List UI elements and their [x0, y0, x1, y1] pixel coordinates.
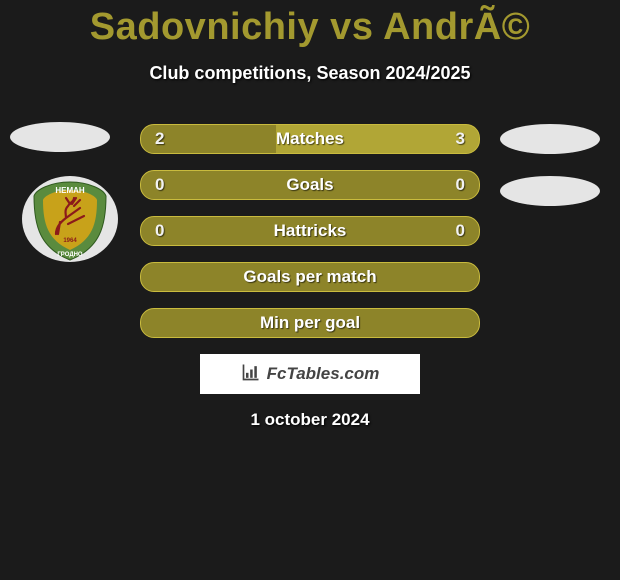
svg-text:ГРОДНО: ГРОДНО	[57, 252, 83, 258]
svg-text:НЕМАН: НЕМАН	[55, 186, 85, 195]
player-right-placeholder-2	[500, 176, 600, 206]
stat-label: Min per goal	[141, 313, 479, 333]
stat-bar-goals: 0 Goals 0	[140, 170, 480, 200]
stat-label: Goals per match	[141, 267, 479, 287]
stat-bar-goals-per-match: Goals per match	[140, 262, 480, 292]
team-crest-left: НЕМАН ГРОДНО 1964	[20, 176, 120, 266]
attribution-badge: FcTables.com	[200, 354, 420, 394]
chart-icon	[241, 362, 267, 387]
player-right-placeholder-1	[500, 124, 600, 154]
subtitle: Club competitions, Season 2024/2025	[0, 63, 620, 84]
stat-label: Hattricks	[141, 221, 479, 241]
date-text: 1 october 2024	[0, 410, 620, 430]
attribution-text: FcTables.com	[267, 364, 380, 384]
stat-label: Matches	[141, 129, 479, 149]
stat-right-value: 0	[456, 175, 465, 195]
stats-bars: 2 Matches 3 0 Goals 0 0 Hattricks 0 Goal…	[140, 124, 480, 354]
svg-text:1964: 1964	[63, 238, 77, 244]
stat-bar-matches: 2 Matches 3	[140, 124, 480, 154]
player-left-placeholder	[10, 122, 110, 152]
stat-right-value: 0	[456, 221, 465, 241]
stat-label: Goals	[141, 175, 479, 195]
stat-bar-min-per-goal: Min per goal	[140, 308, 480, 338]
stat-right-value: 3	[456, 129, 465, 149]
page-title: Sadovnichiy vs AndrÃ©	[0, 0, 620, 49]
stat-bar-hattricks: 0 Hattricks 0	[140, 216, 480, 246]
